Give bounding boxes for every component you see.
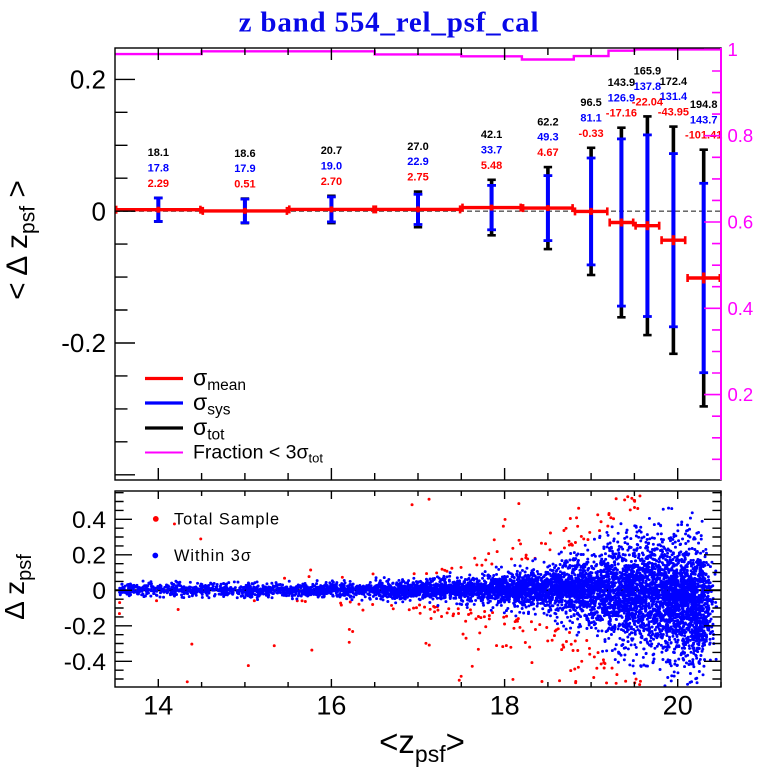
svg-text:z band 554_rel_psf_cal: z band 554_rel_psf_cal	[239, 7, 540, 39]
svg-text:18.6: 18.6	[234, 148, 255, 160]
svg-text:137.8: 137.8	[634, 81, 662, 93]
svg-text:22.9: 22.9	[407, 156, 428, 168]
svg-text:-101.41: -101.41	[685, 130, 722, 142]
svg-text:194.8: 194.8	[690, 99, 718, 111]
svg-text:20.7: 20.7	[321, 145, 342, 157]
svg-text:0.8: 0.8	[728, 125, 754, 146]
svg-text:19.0: 19.0	[321, 160, 342, 172]
svg-text:-17.16: -17.16	[606, 108, 637, 120]
svg-text:27.0: 27.0	[407, 141, 428, 153]
svg-text:-43.95: -43.95	[658, 107, 689, 119]
svg-text:17.9: 17.9	[234, 163, 255, 175]
svg-text:0: 0	[92, 196, 106, 226]
svg-text:81.1: 81.1	[580, 112, 601, 124]
svg-text:0.4: 0.4	[72, 507, 106, 534]
svg-text:62.2: 62.2	[537, 116, 558, 128]
svg-text:14: 14	[143, 691, 173, 721]
svg-text:0.2: 0.2	[70, 65, 106, 95]
svg-text:42.1: 42.1	[481, 129, 502, 141]
svg-text:-0.2: -0.2	[61, 328, 106, 358]
svg-text:σmean: σmean	[193, 365, 246, 395]
svg-text:-0.4: -0.4	[64, 649, 106, 676]
svg-text:131.4: 131.4	[660, 91, 688, 103]
svg-text:2.70: 2.70	[321, 176, 342, 188]
svg-text:0.2: 0.2	[72, 542, 106, 569]
svg-text:49.3: 49.3	[537, 132, 558, 144]
svg-text:0.51: 0.51	[234, 179, 255, 191]
svg-text:< Δ zpsf >: < Δ zpsf >	[1, 180, 40, 300]
svg-text:1: 1	[728, 39, 738, 60]
svg-text:-22.04: -22.04	[632, 96, 664, 108]
svg-text:143.7: 143.7	[690, 114, 718, 126]
svg-text:20: 20	[663, 691, 693, 721]
svg-text:33.7: 33.7	[481, 144, 502, 156]
svg-text:0: 0	[92, 578, 106, 605]
svg-text:4.67: 4.67	[537, 147, 558, 159]
svg-text:18.1: 18.1	[148, 147, 169, 159]
svg-text:Total Sample: Total Sample	[174, 511, 280, 529]
svg-text:0.6: 0.6	[728, 212, 754, 233]
svg-text:2.75: 2.75	[407, 172, 428, 184]
svg-text:126.9: 126.9	[608, 92, 636, 104]
svg-text:2.29: 2.29	[148, 178, 169, 190]
svg-text:0.4: 0.4	[728, 298, 754, 319]
svg-text:165.9: 165.9	[634, 66, 662, 78]
svg-text:-0.33: -0.33	[579, 128, 604, 140]
svg-text:143.9: 143.9	[608, 77, 636, 89]
svg-text:Within 3σ: Within 3σ	[174, 547, 252, 565]
svg-text:Fraction < 3σtot: Fraction < 3σtot	[193, 442, 323, 466]
svg-text:0.2: 0.2	[728, 384, 754, 405]
svg-text:-0.2: -0.2	[64, 613, 106, 640]
svg-text:172.4: 172.4	[660, 76, 688, 88]
svg-text:96.5: 96.5	[580, 97, 601, 109]
svg-text:18: 18	[490, 691, 520, 721]
svg-text:16: 16	[316, 691, 346, 721]
svg-text:17.8: 17.8	[148, 162, 169, 174]
svg-text:5.48: 5.48	[481, 160, 502, 172]
